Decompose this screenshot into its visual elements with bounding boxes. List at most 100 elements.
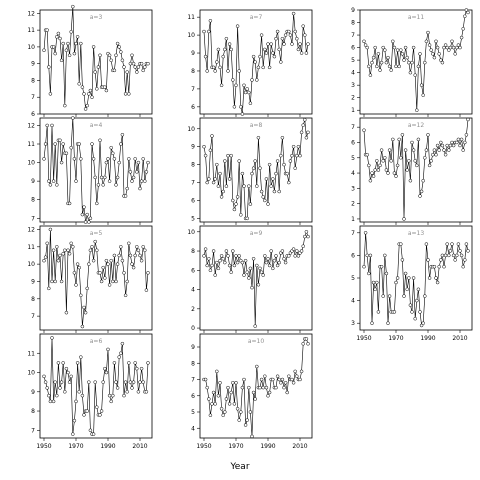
data-point [237,254,241,258]
y-tick-label: 4 [351,70,355,77]
data-point [98,53,102,58]
data-point [256,135,261,140]
data-point [139,61,144,66]
y-tick-label: 7 [191,377,195,384]
data-point [111,393,115,398]
data-point [381,159,385,163]
data-point [255,78,259,82]
data-point [107,179,112,183]
data-point [285,390,289,395]
data-point [424,39,429,44]
data-point [146,160,150,165]
data-point [203,247,208,251]
data-point [114,279,118,284]
data-point [58,36,62,41]
data-point [82,205,86,209]
panel-frame [359,9,473,115]
data-point [69,145,73,150]
data-point [383,156,387,160]
data-point [296,47,301,52]
y-tick-label: 5 [191,215,195,222]
data-point [59,380,64,384]
data-point [47,65,51,69]
data-point [226,254,230,258]
y-tick-label: 3 [351,320,355,327]
series-line [203,13,309,115]
data-point [379,264,384,269]
data-point [202,29,206,34]
data-point [442,264,446,269]
data-point [439,140,443,145]
data-point [445,242,449,246]
data-point [448,45,453,50]
data-point [255,364,259,369]
data-point [418,52,422,56]
data-point [440,253,445,258]
data-point [136,390,141,394]
data-point [247,276,251,280]
y-tick-label: 6 [31,111,35,118]
series-line [43,337,149,435]
data-point [56,361,61,365]
data-point [389,68,393,72]
data-point [263,254,267,258]
data-point [83,310,88,315]
data-point [466,249,470,253]
data-point [240,171,245,176]
data-point [237,418,241,422]
data-point [272,258,277,263]
data-point [95,405,99,409]
data-point [135,366,139,371]
data-point [299,51,304,55]
panel-a-9: a=9 0 2 4 6 8 10 [187,225,313,333]
data-point [456,43,461,47]
data-point [232,402,237,406]
data-point [117,160,121,165]
data-point [399,48,403,52]
data-point [432,55,437,60]
data-point [368,253,373,258]
data-point [77,142,81,146]
data-point [367,64,371,69]
data-point [280,377,285,382]
data-point [362,39,366,44]
data-point [138,253,142,258]
data-point [114,183,118,187]
data-point [139,179,144,183]
panel-title: a=8 [250,122,263,129]
x-tick-label: 1990 [100,443,115,450]
data-point [287,254,291,258]
data-point [263,374,267,378]
data-point [418,194,422,198]
panel-a-13: a=13 3 4 5 6 7 1950 1970 1990 2010 [351,225,473,342]
data-point [80,85,85,89]
data-point [256,282,261,287]
data-point [431,152,435,157]
data-point [218,258,222,263]
data-point [120,341,125,346]
data-point [96,183,101,187]
panel-a-8: a=8 5 6 7 8 9 10 [187,117,313,225]
panel-title: a=12 [408,122,425,129]
data-point [381,45,385,50]
data-point [231,249,235,253]
y-tick-label: 2 [351,201,355,208]
data-point [303,33,307,37]
data-point [51,399,56,404]
data-point [208,148,213,153]
data-point [95,201,99,206]
x-tick-label: 1990 [420,335,435,342]
y-tick-label: 7 [351,230,355,237]
data-point [415,298,419,303]
panel-title: a=9 [250,230,263,237]
y-tick-label: 12 [27,226,35,233]
data-point [306,342,310,346]
data-point [221,189,225,194]
series-line [43,117,149,223]
data-point [61,142,65,146]
data-point [119,245,123,249]
data-point [243,90,248,95]
data-point [79,157,83,161]
data-point [219,83,224,88]
data-point [263,47,267,52]
